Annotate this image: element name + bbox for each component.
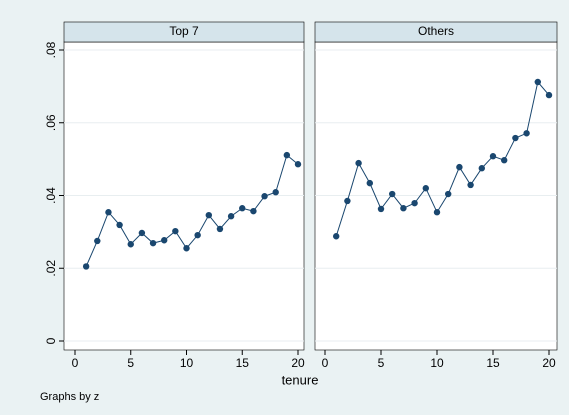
data-point (377, 205, 385, 213)
data-point (400, 205, 407, 212)
data-point (149, 239, 157, 247)
data-point (294, 161, 302, 168)
panel-title: Others (418, 24, 454, 38)
data-point (272, 189, 279, 196)
data-point (250, 207, 257, 215)
y-tick-label: .06 (44, 114, 58, 131)
data-point (127, 241, 134, 248)
data-point (227, 213, 235, 220)
data-point (333, 233, 340, 240)
x-tick-label: 5 (127, 356, 134, 370)
data-point (512, 134, 519, 142)
x-tick-label: 20 (542, 356, 556, 370)
data-point (534, 78, 541, 86)
data-point (261, 193, 268, 200)
data-point (344, 197, 351, 205)
data-point (194, 231, 201, 239)
data-point (445, 190, 452, 198)
data-point (456, 163, 463, 171)
data-point (489, 153, 497, 160)
y-tick-label: .08 (44, 41, 58, 58)
data-point (501, 157, 508, 164)
data-line (335, 80, 550, 237)
panel-header (314, 21, 558, 43)
x-tick-label: 0 (322, 356, 329, 370)
data-point (205, 211, 212, 219)
data-point (283, 151, 291, 159)
data-point (216, 225, 224, 233)
data-point (355, 159, 362, 167)
y-tick-label: 0 (44, 337, 58, 344)
x-tick-label: 15 (236, 356, 250, 370)
data-point (239, 205, 246, 212)
data-point (422, 185, 429, 192)
data-point (366, 179, 373, 187)
panel-title: Top 7 (169, 24, 199, 38)
x-tick-label: 15 (486, 356, 500, 370)
y-tick-label: .02 (44, 260, 58, 277)
data-point (172, 227, 179, 235)
panel-header (63, 21, 305, 43)
data-point (467, 181, 474, 189)
data-point (116, 221, 123, 229)
data-point (411, 199, 418, 207)
data-point (94, 237, 101, 245)
data-point (523, 130, 530, 137)
data-point (105, 209, 112, 216)
data-point (545, 91, 553, 99)
data-point (161, 237, 168, 244)
data-point (389, 190, 396, 198)
x-tick-label: 20 (291, 356, 305, 370)
note: Graphs by z (40, 391, 99, 403)
x-tick-label: 10 (430, 356, 444, 370)
data-point (433, 209, 441, 216)
y-tick-label: .04 (44, 187, 58, 204)
x-tick-label: 5 (378, 356, 385, 370)
x-tick-label: 10 (180, 356, 194, 370)
x-tick-label: 0 (72, 356, 79, 370)
data-point (82, 263, 90, 270)
data-point (478, 165, 485, 172)
data-point (183, 245, 190, 252)
data-point (138, 229, 146, 237)
x-axis-title: tenure (282, 372, 319, 387)
